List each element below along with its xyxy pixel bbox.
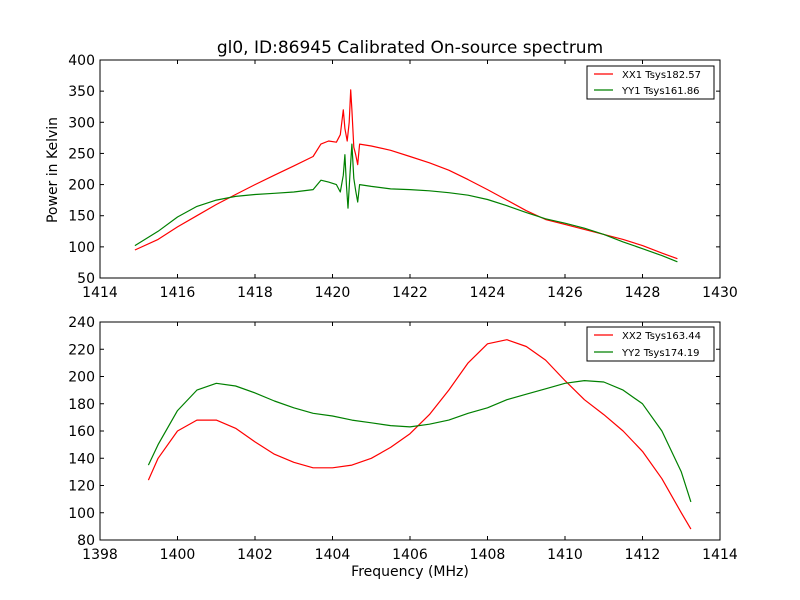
- x-tick-label: 1422: [392, 285, 428, 301]
- x-tick-label: 1416: [160, 285, 196, 301]
- y-tick-label: 200: [68, 370, 95, 386]
- y-tick-label: 140: [68, 451, 95, 467]
- y-tick-label: 80: [77, 533, 95, 549]
- top-legend: XX1 Tsys182.57 YY1 Tsys161.86: [586, 65, 715, 100]
- y-tick-label: 100: [68, 240, 95, 256]
- y-tick-label: 50: [77, 271, 95, 287]
- x-tick-label: 1410: [547, 547, 583, 563]
- y-tick-label: 400: [68, 53, 95, 69]
- series-line-yy1: [134, 143, 678, 263]
- x-tick-label: 1414: [702, 547, 738, 563]
- x-tick-label: 1420: [315, 285, 351, 301]
- y-tick-label: 120: [68, 479, 95, 495]
- series-line-xx1: [134, 89, 678, 260]
- x-tick-label: 1400: [160, 547, 196, 563]
- x-tick-label: 1406: [392, 547, 428, 563]
- bottom-plot-area: 1398 1400 1402 1404 1406 1408 1410 1412 1414 80 10…: [68, 315, 738, 563]
- y-tick-label: 300: [68, 115, 95, 131]
- y-tick-label: 160: [68, 424, 95, 440]
- y-axis-label: Power in Kelvin: [45, 117, 61, 223]
- x-tick-label: 1398: [82, 547, 118, 563]
- series-line-yy2: [147, 380, 692, 503]
- plot-title: gl0, ID:86945 Calibrated On-source spect…: [217, 38, 603, 58]
- x-tick-label: 1428: [625, 285, 661, 301]
- x-tick-label: 1402: [237, 547, 273, 563]
- legend-label-yy2: YY2 Tsys174.19: [621, 348, 700, 359]
- x-tick-label: 1414: [82, 285, 118, 301]
- y-tick-label: 150: [68, 209, 95, 225]
- x-tick-label: 1412: [625, 547, 661, 563]
- y-tick-label: 350: [68, 84, 95, 100]
- bottom-legend: XX2 Tsys163.44 YY2 Tsys174.19: [586, 326, 715, 362]
- y-tick-label: 180: [68, 397, 95, 413]
- legend-label-yy1: YY1 Tsys161.86: [621, 86, 700, 97]
- top-plot-area: 1414 1416 1418 1420 1422 1424 1426 1428 1430 50 10…: [68, 53, 738, 301]
- y-tick-label: 200: [68, 178, 95, 194]
- x-tick-label: 1426: [547, 285, 583, 301]
- y-tick-label: 100: [68, 506, 95, 522]
- y-tick-label: 240: [68, 315, 95, 331]
- x-tick-label: 1404: [315, 547, 351, 563]
- x-tick-label: 1424: [470, 285, 506, 301]
- x-tick-label: 1408: [470, 547, 506, 563]
- x-tick-label: 1430: [702, 285, 738, 301]
- legend-label-xx2: XX2 Tsys163.44: [622, 331, 701, 342]
- legend-label-xx1: XX1 Tsys182.57: [622, 70, 701, 81]
- top-plot: gl0, ID:86945 Calibrated On-source spect…: [45, 38, 738, 301]
- x-axis-label: Frequency (MHz): [351, 564, 469, 580]
- series-line-xx2: [147, 339, 692, 530]
- y-tick-label: 220: [68, 342, 95, 358]
- y-tick-label: 250: [68, 146, 95, 162]
- x-tick-label: 1418: [237, 285, 273, 301]
- bottom-plot: Frequency (MHz) 1398 1400 1402 1404 1406 1408…: [68, 315, 738, 580]
